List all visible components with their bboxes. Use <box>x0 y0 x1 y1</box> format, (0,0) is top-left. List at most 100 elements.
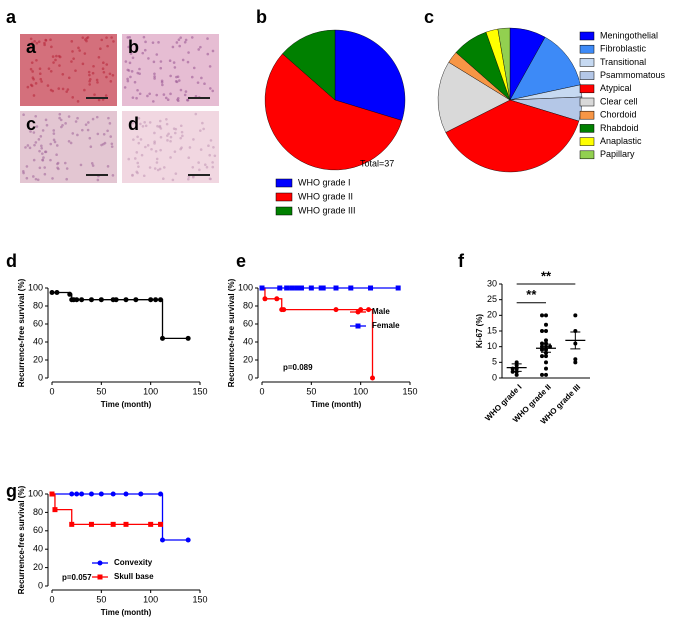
y-tick-label: 40 <box>33 336 43 346</box>
cell-texture <box>131 96 135 99</box>
cell-texture <box>25 176 29 180</box>
cell-texture <box>166 134 169 137</box>
y-tick-label: 80 <box>33 300 43 310</box>
x-tick-label: 50 <box>306 386 316 396</box>
panel-label: f <box>458 251 465 271</box>
cell-texture <box>55 153 58 157</box>
cell-texture <box>159 148 162 152</box>
cell-texture <box>139 138 143 141</box>
cell-texture <box>148 92 151 96</box>
cell-texture <box>41 129 45 132</box>
cell-texture <box>200 76 203 80</box>
cell-texture <box>58 116 61 120</box>
x-axis-label: Time (month) <box>311 400 362 409</box>
y-tick-label: 0 <box>248 372 253 382</box>
censor-marker <box>366 307 372 313</box>
cell-texture <box>213 154 217 158</box>
cell-texture <box>147 57 150 60</box>
cell-texture <box>188 146 192 149</box>
censor-marker <box>69 491 75 497</box>
cell-texture <box>166 98 170 102</box>
cell-texture <box>135 151 139 154</box>
cell-texture <box>179 147 182 151</box>
cell-texture <box>155 53 159 56</box>
cell-texture <box>95 78 99 82</box>
censor-marker <box>74 491 80 497</box>
cell-texture <box>129 52 133 55</box>
cell-texture <box>148 166 152 169</box>
legend-label: Psammomatous <box>600 70 666 80</box>
cell-texture <box>88 136 92 140</box>
data-point <box>514 372 519 377</box>
p-value: p=0.089 <box>283 363 313 372</box>
cell-texture <box>29 130 32 133</box>
cell-texture <box>160 81 164 84</box>
cell-texture <box>91 71 95 75</box>
cell-texture <box>126 79 130 83</box>
cell-texture <box>49 142 53 146</box>
cell-texture <box>42 156 45 159</box>
cell-texture <box>186 98 189 102</box>
cell-texture <box>184 90 188 93</box>
cell-texture <box>205 165 209 169</box>
cell-texture <box>76 133 79 137</box>
censor-marker <box>158 297 164 303</box>
censor-marker <box>368 285 374 291</box>
cell-texture <box>180 130 184 134</box>
cell-texture <box>198 168 201 172</box>
cell-texture <box>133 157 137 160</box>
cell-texture <box>91 164 95 167</box>
cell-texture <box>102 61 105 65</box>
cell-texture <box>49 38 52 42</box>
y-tick-label: 100 <box>238 282 253 292</box>
cell-texture <box>183 93 187 97</box>
cell-texture <box>45 123 49 127</box>
cell-texture <box>43 166 46 169</box>
cell-texture <box>49 69 53 73</box>
panel-label: d <box>6 251 17 271</box>
legend-swatch <box>579 110 595 120</box>
cell-texture <box>46 84 50 87</box>
censor-marker <box>262 296 268 302</box>
cell-texture <box>102 133 106 136</box>
pie-slice <box>437 61 511 133</box>
histology-image <box>20 111 117 183</box>
pie-slice <box>264 53 403 171</box>
cell-texture <box>153 72 156 76</box>
legend-marker <box>97 574 103 580</box>
censor-marker <box>79 491 85 497</box>
cell-texture <box>34 114 38 118</box>
cell-texture <box>90 162 94 165</box>
cell-texture <box>35 125 39 128</box>
cell-texture <box>40 80 43 83</box>
censor-marker <box>320 285 326 291</box>
cell-texture <box>186 60 190 64</box>
y-axis-label: Recurrence-free survival (%) <box>17 485 26 594</box>
x-tick-label: 0 <box>49 594 54 604</box>
censor-marker <box>281 307 287 313</box>
cell-texture <box>197 161 200 164</box>
data-point <box>544 322 548 327</box>
cell-texture <box>107 116 110 120</box>
cell-texture <box>191 175 195 179</box>
cell-texture <box>81 62 85 66</box>
cell-texture <box>26 144 30 147</box>
cell-texture <box>65 177 69 181</box>
cell-texture <box>91 117 95 121</box>
cell-texture <box>84 38 87 41</box>
cell-texture <box>169 156 172 159</box>
cell-texture <box>144 124 148 128</box>
y-axis-label: Ki-67 (%) <box>475 314 484 349</box>
cell-texture <box>34 82 38 85</box>
cell-texture <box>102 70 106 74</box>
cell-texture <box>43 43 46 47</box>
censor-marker <box>333 285 339 291</box>
legend-swatch <box>579 137 595 146</box>
cell-texture <box>35 58 38 62</box>
cell-texture <box>202 127 205 131</box>
panel-label: b <box>256 7 267 27</box>
censor-marker <box>123 297 129 303</box>
legend-label: Chordoid <box>600 110 637 120</box>
data-point <box>544 360 548 365</box>
cell-texture <box>87 70 91 74</box>
